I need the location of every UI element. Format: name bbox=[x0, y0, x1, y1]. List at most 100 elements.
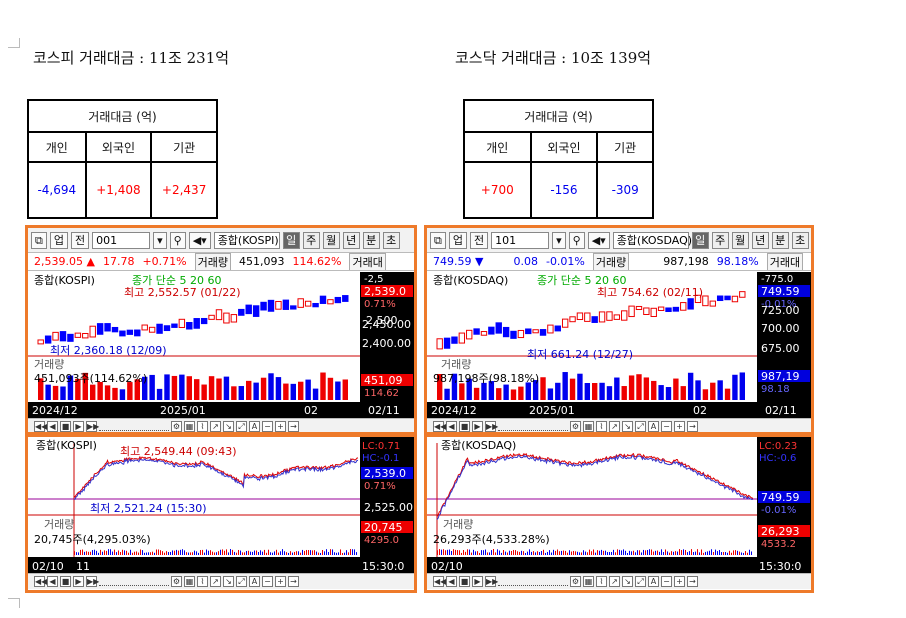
tab-month[interactable]: 월 bbox=[322, 231, 340, 249]
menu-icon[interactable]: ⧉ bbox=[430, 231, 446, 249]
tool-icon[interactable]: ▦ bbox=[184, 576, 195, 587]
tab-week[interactable]: 주 bbox=[302, 231, 320, 249]
tool-icon[interactable]: ↘ bbox=[223, 576, 234, 587]
market-select[interactable]: 전 bbox=[70, 231, 90, 249]
play-icon[interactable]: ▶ bbox=[73, 576, 84, 587]
search-icon[interactable]: ⚲ bbox=[169, 231, 186, 249]
volume-bar bbox=[244, 552, 245, 555]
candle bbox=[208, 314, 215, 320]
tool-icon[interactable]: ⌇ bbox=[596, 576, 607, 587]
next-icon[interactable]: → bbox=[288, 421, 299, 432]
back-icon[interactable]: ◀ bbox=[47, 421, 58, 432]
tool-icon[interactable]: ↘ bbox=[622, 576, 633, 587]
candle bbox=[547, 324, 554, 334]
volume-bar bbox=[729, 550, 730, 555]
volume-bar bbox=[540, 377, 546, 400]
tool-icon[interactable]: ⤢ bbox=[635, 421, 646, 432]
tool-icon[interactable]: ▦ bbox=[583, 421, 594, 432]
tool-icon[interactable]: ⤢ bbox=[236, 576, 247, 587]
tool-icon[interactable]: ↗ bbox=[609, 576, 620, 587]
play-icon[interactable]: ▶ bbox=[73, 421, 84, 432]
zoom-out-icon[interactable]: − bbox=[262, 576, 273, 587]
tab-minute[interactable]: 분 bbox=[771, 231, 789, 249]
rewind-icon[interactable]: ◀◀ bbox=[34, 576, 48, 587]
rewind-icon[interactable]: ◀◀ bbox=[34, 421, 48, 432]
zoom-in-icon[interactable]: + bbox=[674, 576, 685, 587]
tool-icon[interactable]: ▦ bbox=[583, 576, 594, 587]
settings-icon[interactable]: ⚙ bbox=[570, 576, 581, 587]
settings-icon[interactable]: ⚙ bbox=[570, 421, 581, 432]
settings-icon[interactable]: ⚙ bbox=[171, 421, 182, 432]
tab-day[interactable]: 일 bbox=[282, 231, 300, 249]
tool-icon[interactable]: ⤢ bbox=[236, 421, 247, 432]
search-icon[interactable]: ⚲ bbox=[568, 231, 585, 249]
rewind-icon[interactable]: ◀◀ bbox=[433, 576, 447, 587]
play-icon[interactable]: ▶ bbox=[472, 576, 483, 587]
zoom-out-icon[interactable]: − bbox=[262, 421, 273, 432]
text-tool-icon[interactable]: A bbox=[249, 576, 260, 587]
tab-year[interactable]: 년 bbox=[342, 231, 360, 249]
market-select[interactable]: 전 bbox=[469, 231, 489, 249]
zoom-out-icon[interactable]: − bbox=[661, 576, 672, 587]
tab-second[interactable]: 초 bbox=[791, 231, 809, 249]
stop-icon[interactable]: ■ bbox=[60, 576, 71, 587]
tool-icon[interactable]: ⌇ bbox=[197, 421, 208, 432]
stop-icon[interactable]: ■ bbox=[60, 421, 71, 432]
tool-icon[interactable]: ↘ bbox=[223, 421, 234, 432]
speaker-icon[interactable]: ◀▾ bbox=[587, 231, 610, 249]
forward-icon[interactable]: ▶▶ bbox=[485, 421, 499, 432]
volume-bar bbox=[475, 551, 476, 555]
tab-month[interactable]: 월 bbox=[731, 231, 749, 249]
candle bbox=[680, 302, 687, 311]
tool-icon[interactable]: ⤢ bbox=[635, 576, 646, 587]
text-tool-icon[interactable]: A bbox=[648, 421, 659, 432]
tool-icon[interactable]: ⌇ bbox=[596, 421, 607, 432]
rewind-icon[interactable]: ◀◀ bbox=[433, 421, 447, 432]
text-tool-icon[interactable]: A bbox=[249, 421, 260, 432]
forward-icon[interactable]: ▶▶ bbox=[86, 421, 100, 432]
dropdown-icon[interactable]: ▾ bbox=[153, 231, 167, 249]
tool-icon[interactable]: ↗ bbox=[210, 576, 221, 587]
settings-icon[interactable]: ⚙ bbox=[171, 576, 182, 587]
scroll-track[interactable] bbox=[498, 578, 568, 586]
next-icon[interactable]: → bbox=[687, 576, 698, 587]
tab-week[interactable]: 주 bbox=[711, 231, 729, 249]
forward-icon[interactable]: ▶▶ bbox=[86, 576, 100, 587]
zoom-in-icon[interactable]: + bbox=[275, 421, 286, 432]
menu-select[interactable]: 업 bbox=[448, 231, 467, 249]
volume-bar bbox=[661, 549, 662, 555]
back-icon[interactable]: ◀ bbox=[446, 421, 457, 432]
code-input[interactable]: 001 bbox=[92, 231, 151, 249]
tab-day[interactable]: 일 bbox=[691, 231, 709, 249]
zoom-in-icon[interactable]: + bbox=[674, 421, 685, 432]
back-icon[interactable]: ◀ bbox=[47, 576, 58, 587]
scroll-track[interactable] bbox=[99, 578, 169, 586]
speaker-icon[interactable]: ◀▾ bbox=[188, 231, 211, 249]
tool-icon[interactable]: ⌇ bbox=[197, 576, 208, 587]
tool-icon[interactable]: ↗ bbox=[210, 421, 221, 432]
next-icon[interactable]: → bbox=[687, 421, 698, 432]
value-individual: -4,694 bbox=[27, 161, 87, 219]
menu-icon[interactable]: ⧉ bbox=[31, 231, 47, 249]
menu-select[interactable]: 업 bbox=[49, 231, 68, 249]
back-icon[interactable]: ◀ bbox=[446, 576, 457, 587]
tool-icon[interactable]: ↘ bbox=[622, 421, 633, 432]
tool-icon[interactable]: ▦ bbox=[184, 421, 195, 432]
tab-second[interactable]: 초 bbox=[382, 231, 400, 249]
next-icon[interactable]: → bbox=[288, 576, 299, 587]
tool-icon[interactable]: ↗ bbox=[609, 421, 620, 432]
zoom-out-icon[interactable]: − bbox=[661, 421, 672, 432]
scroll-track[interactable] bbox=[498, 423, 568, 431]
text-tool-icon[interactable]: A bbox=[648, 576, 659, 587]
play-icon[interactable]: ▶ bbox=[472, 421, 483, 432]
stop-icon[interactable]: ■ bbox=[459, 421, 470, 432]
tab-minute[interactable]: 분 bbox=[362, 231, 380, 249]
zoom-in-icon[interactable]: + bbox=[275, 576, 286, 587]
tab-year[interactable]: 년 bbox=[751, 231, 769, 249]
dropdown-icon[interactable]: ▾ bbox=[552, 231, 566, 249]
stop-icon[interactable]: ■ bbox=[459, 576, 470, 587]
volume-bar bbox=[667, 551, 668, 555]
scroll-track[interactable] bbox=[99, 423, 169, 431]
forward-icon[interactable]: ▶▶ bbox=[485, 576, 499, 587]
code-input[interactable]: 101 bbox=[491, 231, 550, 249]
